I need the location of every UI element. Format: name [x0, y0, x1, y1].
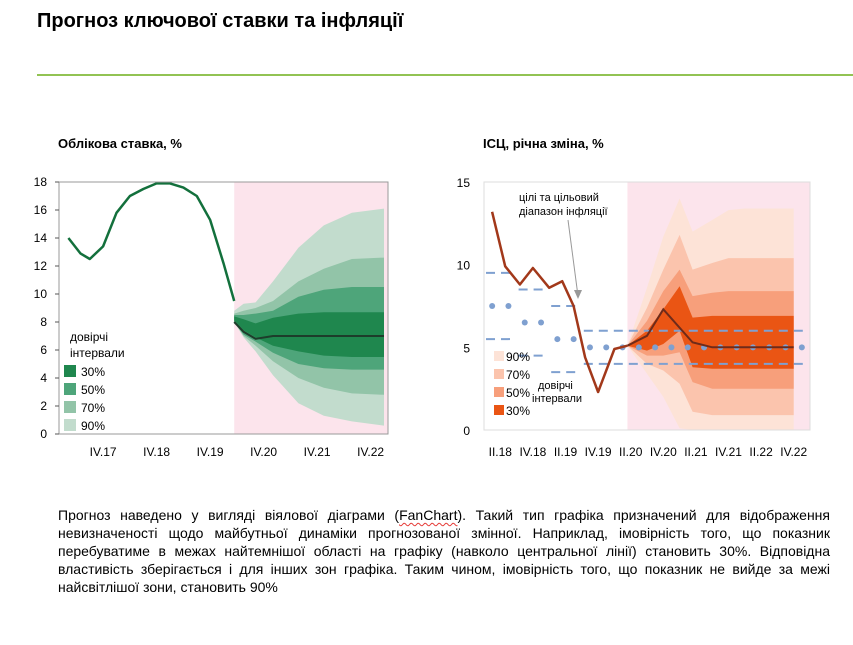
- y-tick-label: 0: [40, 427, 47, 441]
- description-text-after: ). Такий тип графіка призначений для від…: [58, 507, 830, 595]
- legend-title: довірчі: [538, 380, 573, 392]
- legend-swatch: [64, 383, 76, 395]
- legend-title: довірчі: [70, 330, 108, 344]
- legend-swatch: [64, 419, 76, 431]
- inflation-target-point: [603, 344, 610, 351]
- legend-label: 30%: [81, 365, 105, 379]
- annotation-pointer: [567, 219, 579, 297]
- central-forecast-line: [626, 307, 794, 349]
- inflation-target-point: [505, 303, 512, 309]
- inflation-target-point: [652, 344, 659, 351]
- legend-swatch: [494, 351, 504, 361]
- legend-label: 70%: [81, 401, 105, 415]
- x-tick-label: IV.19: [197, 445, 224, 459]
- actual-cpi-line: [490, 211, 628, 394]
- x-tick-label: IV.19: [585, 445, 612, 459]
- x-tick-label: IV.18: [143, 445, 170, 459]
- inflation-target-point: [538, 319, 545, 326]
- x-tick-label: IV.20: [650, 445, 677, 459]
- description-term: FanChart: [399, 507, 458, 523]
- inflation-target-point: [635, 344, 642, 351]
- y-tick-label: 15: [457, 176, 471, 190]
- y-tick-label: 0: [463, 424, 470, 438]
- inflation-target-point: [684, 344, 691, 351]
- y-tick-label: 18: [34, 175, 48, 189]
- fan-band-30: [234, 312, 384, 357]
- title-divider: [37, 74, 853, 76]
- legend-swatch: [64, 401, 76, 413]
- x-tick-label: IV.22: [780, 445, 807, 459]
- y-tick-label: 10: [457, 259, 471, 273]
- inflation-target-point: [668, 344, 675, 351]
- legend-label: 90%: [81, 419, 105, 433]
- inflation-target-point: [798, 344, 805, 351]
- inflation-target-point: [521, 319, 528, 326]
- y-tick-label: 10: [34, 287, 48, 301]
- fanchart-description: Прогноз наведено у вигляді віялової діаг…: [58, 506, 830, 596]
- page-title: Прогноз ключової ставки та інфляції: [37, 10, 404, 32]
- plot-frame: [58, 181, 389, 435]
- history-line: [67, 182, 236, 302]
- target-annotation: діапазон інфляції: [519, 206, 608, 218]
- inflation-target-point: [554, 336, 561, 343]
- rate-chart-title: Облікова ставка, %: [58, 136, 182, 151]
- x-tick-label: IV.18: [519, 445, 546, 459]
- legend-label: 90%: [506, 350, 530, 364]
- legend-swatch: [494, 387, 504, 397]
- annotation-arrowhead: [574, 290, 582, 299]
- x-tick-label: IV.21: [715, 445, 742, 459]
- legend-label: 30%: [506, 404, 530, 418]
- description-text-before: Прогноз наведено у вигляді віялової діаг…: [58, 507, 400, 523]
- legend-swatch: [494, 369, 504, 379]
- y-tick-label: 14: [34, 231, 48, 245]
- y-tick-label: 16: [34, 203, 48, 217]
- legend-title: інтервали: [532, 393, 582, 405]
- inflation-target-point: [570, 336, 577, 343]
- y-tick-label: 6: [40, 343, 47, 357]
- central-forecast-line: [233, 321, 384, 340]
- x-tick-label: IV.20: [250, 445, 277, 459]
- legend-label: 50%: [81, 383, 105, 397]
- x-tick-label: II.22: [749, 445, 773, 459]
- x-tick-label: II.19: [554, 445, 578, 459]
- cpi-chart-title: ІСЦ, річна зміна, %: [483, 136, 604, 151]
- plot-frame: [483, 181, 811, 431]
- legend-swatch: [494, 405, 504, 415]
- inflation-target-point: [586, 344, 593, 351]
- x-tick-label: II.21: [684, 445, 708, 459]
- x-tick-label: IV.17: [90, 445, 117, 459]
- target-annotation: цілі та цільовий: [519, 192, 599, 204]
- inflation-target-point: [489, 303, 496, 309]
- y-tick-label: 5: [463, 341, 470, 355]
- legend-title: інтервали: [70, 346, 125, 360]
- x-tick-label: IV.21: [304, 445, 331, 459]
- legend-swatch: [64, 365, 76, 377]
- y-tick-label: 4: [40, 371, 47, 385]
- x-tick-label: II.18: [489, 445, 513, 459]
- x-tick-label: IV.22: [357, 445, 384, 459]
- legend-label: 50%: [506, 386, 530, 400]
- y-tick-label: 12: [34, 259, 48, 273]
- x-tick-label: II.20: [619, 445, 643, 459]
- legend-label: 70%: [506, 368, 530, 382]
- y-tick-label: 8: [40, 315, 47, 329]
- y-tick-label: 2: [40, 399, 47, 413]
